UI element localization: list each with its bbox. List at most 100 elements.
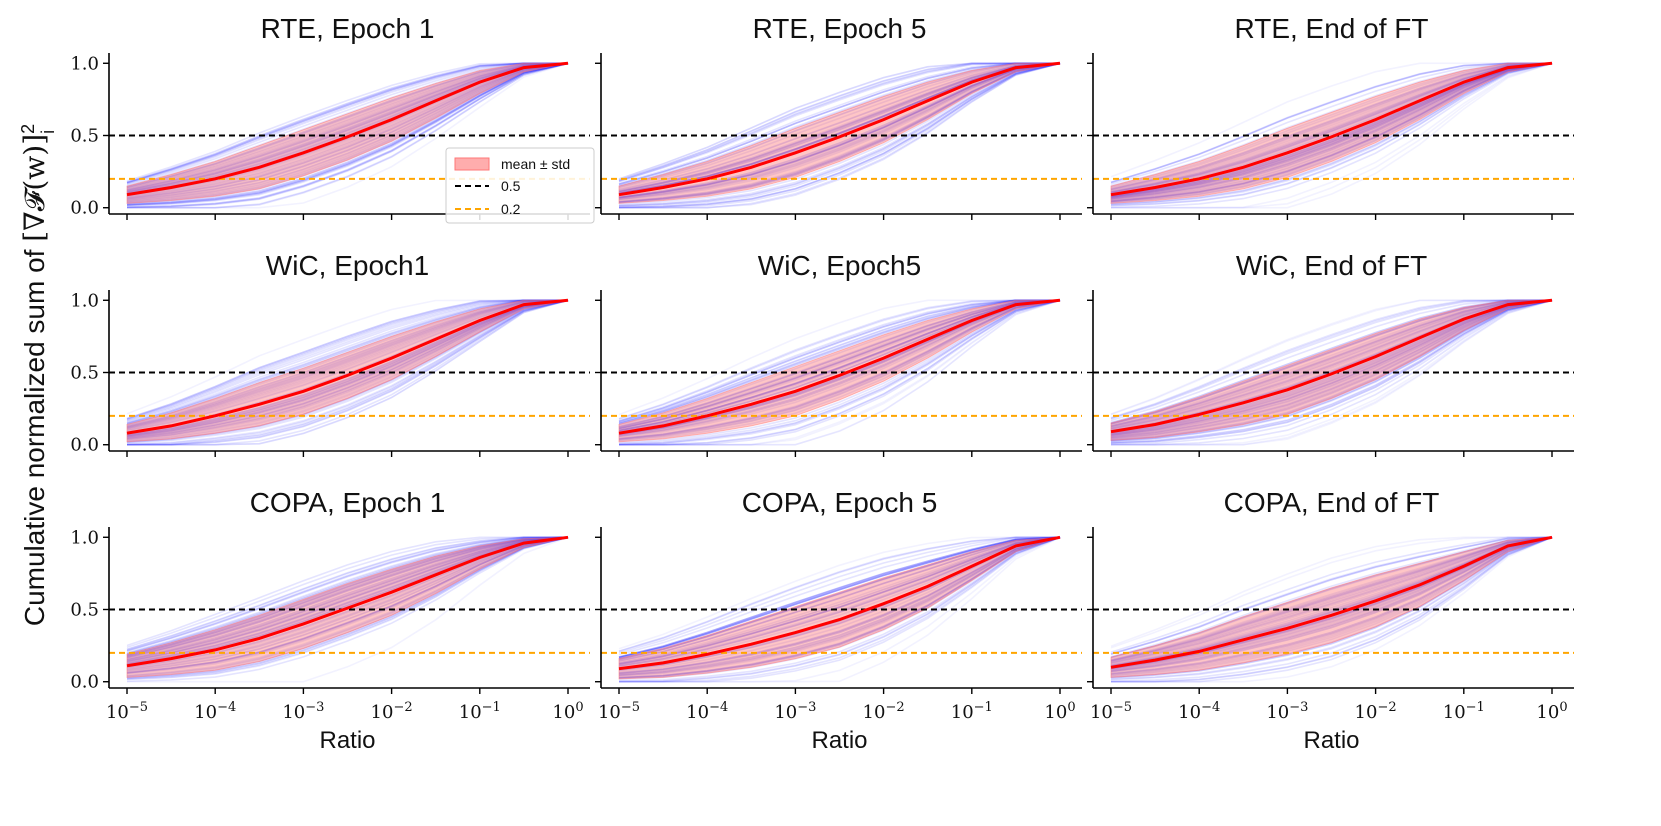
trace-line — [618, 299, 1061, 430]
trace-line — [1111, 299, 1553, 446]
std-band — [618, 299, 1061, 443]
trace-line — [618, 536, 1061, 679]
trace-line — [618, 536, 1061, 671]
trace-line — [1110, 62, 1553, 203]
x-tick-label: 10−3 — [774, 700, 816, 724]
trace-line — [618, 62, 1061, 193]
trace-line — [618, 536, 1061, 675]
trace-line — [618, 299, 1061, 444]
trace-line — [126, 299, 568, 424]
trace-line — [126, 62, 568, 182]
trace-line — [1110, 536, 1553, 673]
trace-line — [126, 536, 569, 659]
trace-line — [126, 536, 569, 656]
trace-line — [618, 536, 1060, 653]
trace-line — [126, 299, 569, 431]
trace-line — [618, 62, 1061, 207]
trace-line — [126, 62, 569, 206]
trace-line — [126, 536, 569, 665]
trace-line — [1110, 62, 1553, 198]
trace-line — [126, 62, 569, 189]
trace-line — [126, 536, 569, 664]
plot-area — [1093, 61, 1574, 209]
trace-line — [618, 299, 1061, 428]
trace-line — [618, 299, 1061, 436]
x-tick-label: 10−3 — [1266, 700, 1308, 724]
trace-line — [1110, 536, 1553, 677]
trace-line — [126, 62, 569, 201]
trace-line — [1110, 62, 1553, 188]
trace-line — [618, 299, 1061, 437]
trace-line — [1110, 62, 1553, 201]
trace-line — [1110, 62, 1553, 199]
x-tick-label: 10−2 — [1355, 700, 1397, 724]
trace-line — [618, 62, 1060, 180]
trace-line — [1110, 536, 1553, 655]
trace-line — [1110, 62, 1553, 200]
trace-line — [126, 536, 569, 674]
trace-line — [126, 536, 569, 652]
y-tick-label: 0.0 — [70, 198, 99, 219]
panel-9: 10−5 10−4 10−3 10−2 10−1 100 COPA, End of FT Ra… — [1087, 487, 1574, 754]
y-tick-label: 0.5 — [70, 600, 99, 621]
trace-line — [1110, 62, 1553, 190]
trace-line — [127, 299, 569, 446]
panel-title: COPA, Epoch 5 — [742, 487, 938, 518]
trace-line — [618, 62, 1061, 192]
trace-line — [618, 299, 1061, 428]
trace-line — [618, 299, 1061, 432]
trace-line — [1110, 62, 1553, 202]
trace-line — [126, 62, 569, 198]
trace-line — [1110, 62, 1553, 190]
trace-line — [126, 536, 569, 665]
trace-line — [126, 299, 569, 430]
trace-line — [1110, 536, 1553, 664]
trace-line — [1110, 536, 1553, 680]
trace-line — [126, 299, 569, 439]
trace-line — [618, 299, 1061, 438]
trace-line — [1110, 536, 1553, 655]
plot-area — [1093, 298, 1574, 446]
trace-line — [126, 536, 569, 681]
trace-line — [126, 536, 569, 661]
trace-line — [618, 536, 1061, 662]
trace-line — [126, 299, 569, 439]
trace-line — [618, 62, 1061, 198]
trace-line — [1110, 536, 1553, 659]
trace-line — [126, 62, 569, 209]
trace-line — [618, 536, 1060, 652]
trace-line — [1110, 536, 1553, 663]
trace-line — [618, 536, 1061, 679]
trace-line — [126, 62, 568, 186]
trace-line — [1110, 299, 1553, 437]
x-tick-label: 10−5 — [598, 700, 640, 724]
trace-line — [126, 62, 568, 184]
mean-line — [1110, 61, 1553, 197]
trace-line — [618, 62, 1060, 182]
trace-line — [126, 62, 569, 192]
trace-line — [618, 536, 1061, 666]
trace-line — [618, 62, 1061, 200]
trace-line — [126, 62, 569, 188]
trace-line — [1110, 62, 1553, 193]
trace-line — [618, 299, 1060, 422]
x-tick-label: 10−1 — [1443, 700, 1485, 724]
trace-line — [619, 62, 1061, 209]
trace-line — [1110, 299, 1553, 428]
trace-line — [126, 62, 569, 205]
trace-line — [1110, 536, 1553, 672]
trace-line — [1110, 62, 1553, 200]
trace-line — [1110, 299, 1553, 442]
trace-line — [618, 536, 1061, 676]
trace-line — [1110, 62, 1553, 199]
trace-line — [618, 62, 1061, 207]
trace-line — [1110, 62, 1553, 199]
trace-line — [1110, 536, 1553, 662]
trace-line — [618, 62, 1060, 185]
trace-line — [126, 299, 568, 420]
trace-line — [618, 62, 1060, 181]
trace-line — [618, 299, 1061, 432]
trace-line — [126, 536, 569, 669]
trace-line — [618, 536, 1061, 658]
trace-line — [618, 299, 1060, 416]
